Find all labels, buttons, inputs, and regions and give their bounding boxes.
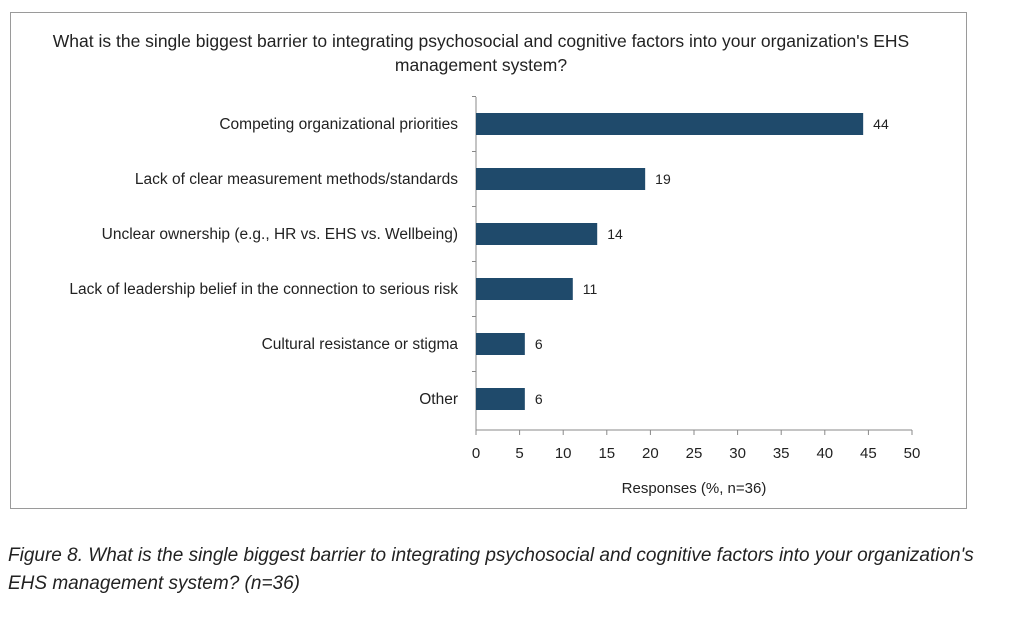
x-tick-label: 30 xyxy=(729,445,746,462)
category-label: Lack of clear measurement methods/standa… xyxy=(135,171,458,188)
x-tick-label: 40 xyxy=(816,445,833,462)
bar-2 xyxy=(476,168,646,190)
category-label: Other xyxy=(419,391,458,408)
data-label: 6 xyxy=(535,391,543,407)
data-label: 19 xyxy=(655,171,671,187)
x-tick-label: 45 xyxy=(860,445,877,462)
figure-caption: Figure 8. What is the single biggest bar… xyxy=(8,545,974,594)
x-tick-label: 15 xyxy=(598,445,615,462)
category-label: Lack of leadership belief in the connect… xyxy=(69,281,458,298)
chart-frame: What is the single biggest barrier to in… xyxy=(10,12,967,509)
x-tick-label: 50 xyxy=(904,445,921,462)
data-label: 6 xyxy=(535,336,543,352)
x-tick-label: 25 xyxy=(686,445,703,462)
bar-4 xyxy=(476,278,573,300)
bar-6 xyxy=(476,388,525,410)
x-tick-label: 0 xyxy=(472,445,480,462)
chart-title: What is the single biggest barrier to in… xyxy=(52,31,910,75)
bar-3 xyxy=(476,223,598,245)
x-axis-title: Responses (%, n=36) xyxy=(622,480,767,497)
data-label: 44 xyxy=(873,116,889,132)
x-tick-label: 35 xyxy=(773,445,790,462)
x-tick-label: 10 xyxy=(555,445,572,462)
data-label: 11 xyxy=(583,281,598,297)
bar-1 xyxy=(476,113,864,135)
category-label: Cultural resistance or stigma xyxy=(262,336,459,353)
data-label: 14 xyxy=(607,226,623,242)
x-tick-label: 20 xyxy=(642,445,659,462)
x-tick-label: 5 xyxy=(515,445,523,462)
category-label: Unclear ownership (e.g., HR vs. EHS vs. … xyxy=(102,226,458,243)
bar-5 xyxy=(476,333,525,355)
category-label: Competing organizational priorities xyxy=(219,116,458,133)
